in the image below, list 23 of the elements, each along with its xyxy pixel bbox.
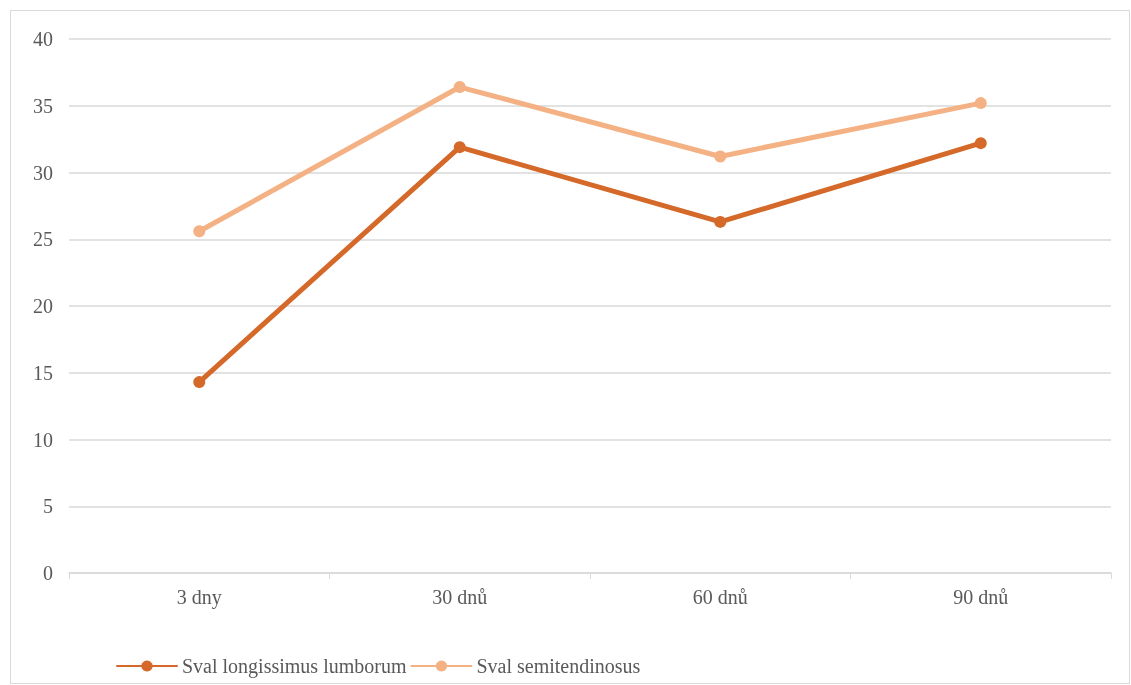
y-tick-label: 10 [33, 428, 53, 451]
y-tick-label: 0 [43, 562, 53, 584]
point [453, 81, 466, 94]
x-tick-label: 3 dny [176, 586, 222, 609]
point [453, 141, 466, 154]
point [193, 376, 206, 389]
y-tick-label: 30 [33, 161, 53, 184]
y-tick-label: 20 [33, 295, 53, 317]
x-tick-label: 30 dnů [432, 586, 488, 608]
legend-label: Sval longissimus lumborum [182, 655, 407, 678]
y-tick-label: 25 [33, 228, 53, 251]
point [714, 150, 727, 163]
point [974, 137, 987, 150]
legend-label: Sval semitendinosus [476, 655, 641, 677]
x-tick-label: 60 dnů [692, 586, 748, 608]
point [193, 225, 206, 238]
y-tick-label: 15 [33, 361, 53, 384]
y-tick-label: 35 [33, 94, 53, 117]
y-tick-label: 5 [43, 495, 53, 518]
x-tick-label: 90 dnů [953, 586, 1009, 608]
point [974, 97, 987, 110]
y-tick-label: 40 [33, 28, 53, 50]
point [714, 215, 727, 228]
